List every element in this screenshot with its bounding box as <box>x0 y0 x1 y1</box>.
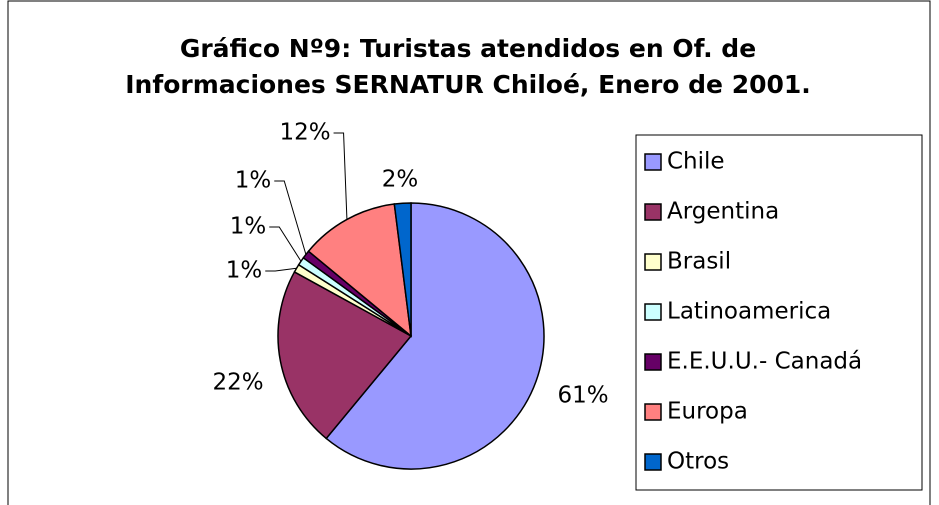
legend-swatch <box>644 403 662 421</box>
pie-slice <box>393 202 412 337</box>
legend-swatch <box>644 303 662 321</box>
data-label: 1% <box>235 168 272 194</box>
pie-slice <box>325 202 545 470</box>
data-label: 2% <box>382 167 419 193</box>
data-label: 1% <box>226 258 263 284</box>
pie-slice <box>277 270 413 440</box>
chart-border <box>7 0 931 505</box>
data-label: 12% <box>279 120 330 146</box>
legend-label: Chile <box>667 149 725 175</box>
legend-swatch <box>644 203 662 221</box>
legend-label: Latinoamerica <box>667 299 831 325</box>
legend-swatch <box>644 253 662 271</box>
legend-label: Otros <box>667 449 729 475</box>
legend-swatch <box>644 153 662 171</box>
leader-line <box>333 132 348 220</box>
data-label: 61% <box>557 383 608 409</box>
pie-slice <box>307 203 412 338</box>
legend-label: Brasil <box>667 249 731 275</box>
leader-line <box>265 267 297 272</box>
leader-line <box>269 226 302 262</box>
chart-title: Gráfico Nº9: Turistas atendidos en Of. d… <box>125 34 811 99</box>
data-label: 22% <box>212 370 263 396</box>
legend-swatch <box>644 353 662 371</box>
legend-label: Europa <box>667 399 748 425</box>
leader-line <box>274 180 307 255</box>
data-label: 1% <box>230 214 267 240</box>
legend-swatch <box>644 453 662 471</box>
legend-label: Argentina <box>667 199 779 225</box>
legend-label: E.E.U.U.- Canadá <box>667 349 862 375</box>
legend-box <box>635 134 923 491</box>
